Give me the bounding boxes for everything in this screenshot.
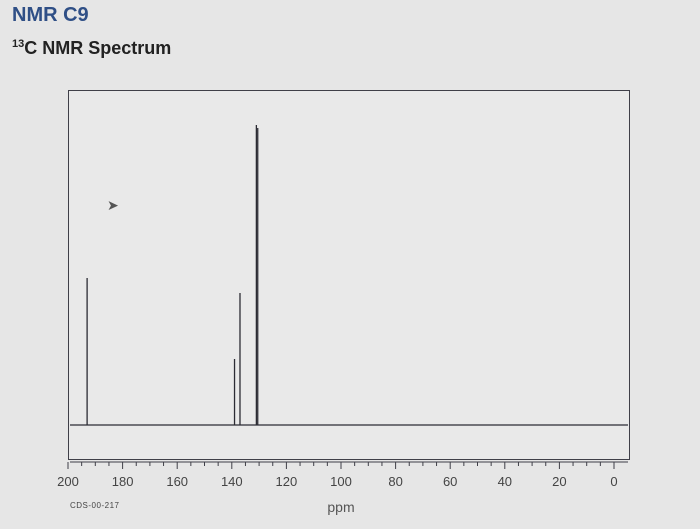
spectrum-code: CDS-00-217	[70, 501, 120, 510]
x-tick-label: 100	[330, 474, 352, 489]
x-tick-label: 0	[610, 474, 617, 489]
x-tick-label: 200	[57, 474, 79, 489]
mouse-cursor-icon: ➤	[107, 197, 119, 213]
x-tick-label: 180	[112, 474, 134, 489]
x-axis-label: ppm	[327, 499, 354, 515]
x-tick-label: 80	[388, 474, 402, 489]
x-tick-label: 60	[443, 474, 457, 489]
x-tick-label: 20	[552, 474, 566, 489]
peaks-layer	[70, 125, 628, 426]
plot-frame	[68, 90, 630, 460]
x-tick-label: 160	[166, 474, 188, 489]
x-tick-label: 140	[221, 474, 243, 489]
isotope-superscript: 13	[12, 38, 25, 50]
x-axis: 200 180 160 140 120 100 80 60 40 20 0	[57, 461, 628, 489]
page-title: NMR C9	[12, 4, 89, 26]
subtitle-text: C NMR Spectrum	[24, 38, 172, 58]
x-tick-label: 120	[276, 474, 298, 489]
spectrum-subtitle: 13C NMR Spectrum	[12, 38, 171, 59]
x-tick-label: 40	[498, 474, 512, 489]
